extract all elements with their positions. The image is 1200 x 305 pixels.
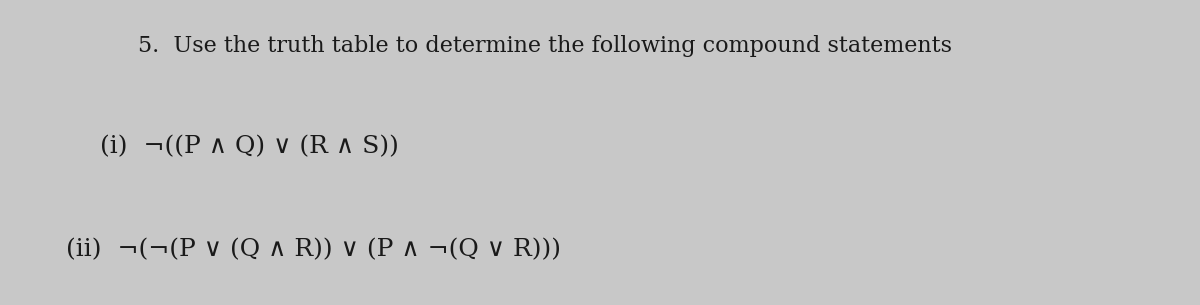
Text: (ii)  ¬(¬(P ∨ (Q ∧ R)) ∨ (P ∧ ¬(Q ∨ R))): (ii) ¬(¬(P ∨ (Q ∧ R)) ∨ (P ∧ ¬(Q ∨ R))) bbox=[66, 239, 562, 262]
Text: 5.  Use the truth table to determine the following compound statements: 5. Use the truth table to determine the … bbox=[138, 35, 952, 57]
Text: (i)  ¬((P ∧ Q) ∨ (R ∧ S)): (i) ¬((P ∧ Q) ∨ (R ∧ S)) bbox=[100, 135, 398, 158]
